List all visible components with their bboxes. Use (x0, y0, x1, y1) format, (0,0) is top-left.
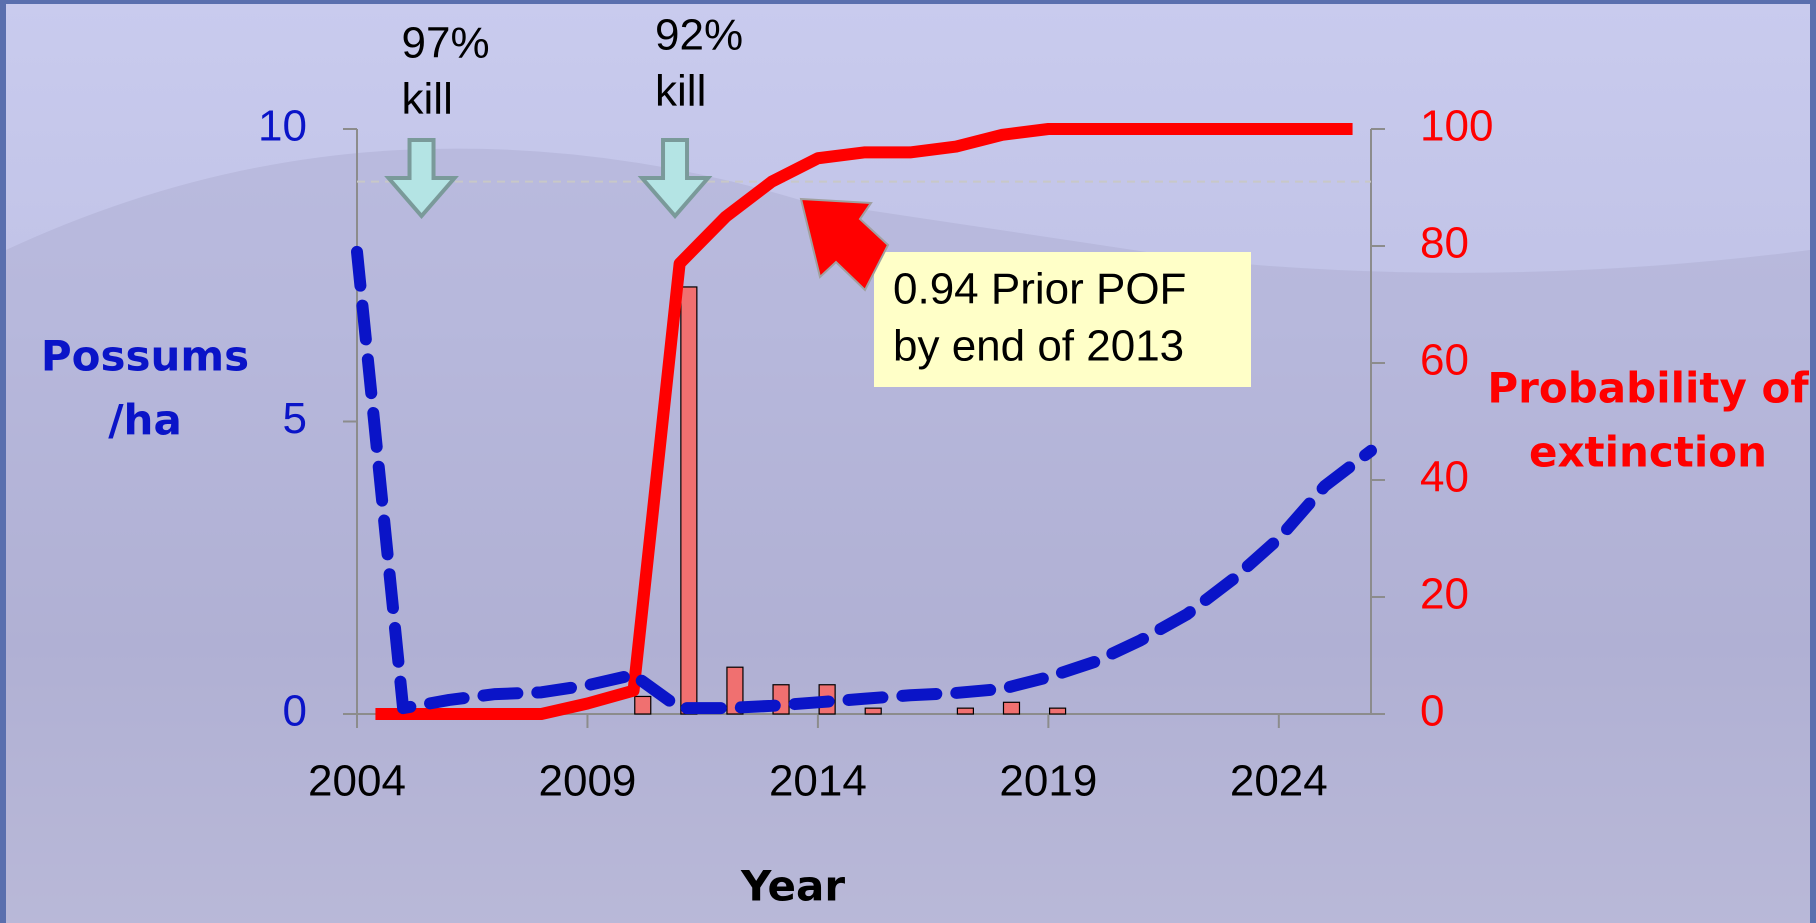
line (375, 123, 1353, 720)
y2-tick-label: 20 (1420, 570, 1469, 619)
x-tick-label: 2004 (308, 757, 406, 806)
mountain (6, 148, 1810, 923)
y2-tick-label: 60 (1420, 336, 1469, 385)
y-axis-title: Possums (41, 332, 249, 381)
annotation-text: 97% (402, 19, 490, 68)
kill-annotation: 97% kill (384, 19, 490, 220)
y-tick-label: 0 (283, 687, 307, 736)
callout-text: 0.94 Prior POF (893, 265, 1186, 314)
bar (1048, 707, 1067, 715)
kill-arrow (384, 138, 459, 220)
bar (956, 707, 975, 715)
y-tick-label: 10 (258, 102, 307, 151)
callout-arrow (799, 197, 890, 292)
kill-annotation: 92% kill (637, 11, 743, 220)
y-axis-title: /ha (108, 396, 182, 445)
y2-tick-label: 40 (1420, 453, 1469, 502)
callout-text: by end of 2013 (893, 322, 1184, 371)
annotation-text: kill (402, 75, 453, 124)
y2-tick-label: 80 (1420, 219, 1469, 268)
x-tick-label: 2024 (1230, 757, 1328, 806)
y2-tick-label: 0 (1420, 687, 1444, 736)
x-tick-label: 2014 (769, 757, 867, 806)
bar (864, 707, 882, 715)
y-tick-label: 5 (283, 394, 307, 443)
kill-arrow (637, 138, 713, 220)
y2-axis-title: Probability of (1487, 364, 1809, 413)
x-axis-title: Year (740, 862, 845, 911)
bar (680, 286, 698, 715)
dashed-line (351, 245, 1377, 715)
x-tick-label: 2009 (539, 757, 637, 806)
annotation-text: kill (655, 67, 706, 116)
callout-box (874, 252, 1251, 387)
y2-tick-label: 100 (1420, 102, 1493, 151)
bar (634, 695, 652, 715)
annotation-text: 92% (655, 11, 743, 60)
y2-axis-title: extinction (1529, 428, 1767, 477)
x-tick-label: 2019 (999, 757, 1097, 806)
bar (1002, 701, 1021, 715)
